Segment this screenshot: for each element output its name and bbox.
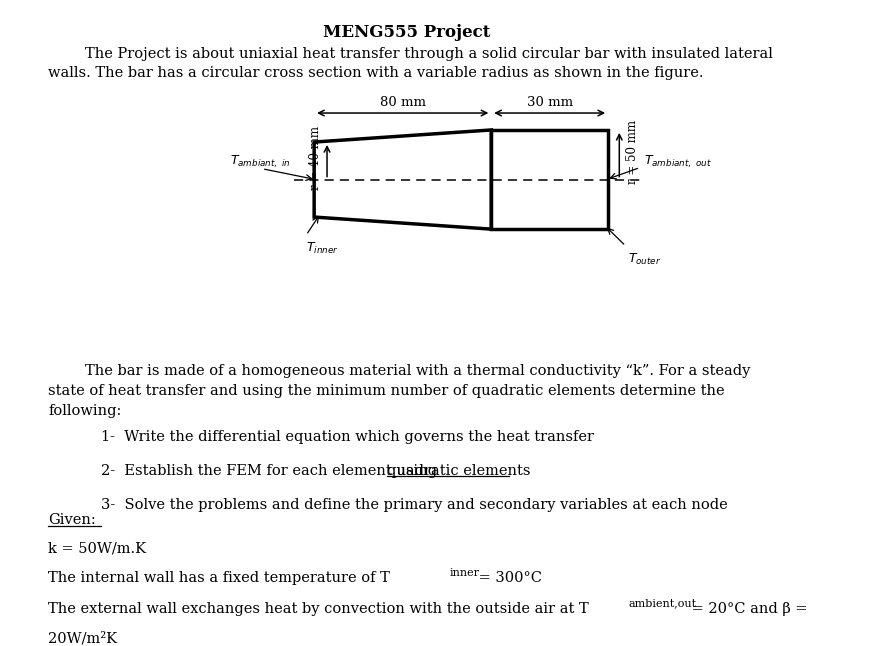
Text: $T_{ambiant,\ in}$: $T_{ambiant,\ in}$ <box>230 153 290 170</box>
Text: ambient,out: ambient,out <box>628 599 696 609</box>
Text: k = 50W/m.K: k = 50W/m.K <box>49 541 147 555</box>
Text: $T_{outer}$: $T_{outer}$ <box>628 252 662 267</box>
Text: $T_{ambiant,\ out}$: $T_{ambiant,\ out}$ <box>645 153 712 170</box>
Text: MENG555 Project: MENG555 Project <box>323 23 490 41</box>
Text: 80 mm: 80 mm <box>380 96 425 109</box>
Text: Given:: Given: <box>49 514 96 527</box>
Text: The bar is made of a homogeneous material with a thermal conductivity “k”. For a: The bar is made of a homogeneous materia… <box>49 364 751 418</box>
Polygon shape <box>491 130 608 229</box>
Text: The external wall exchanges heat by convection with the outside air at T: The external wall exchanges heat by conv… <box>49 601 590 616</box>
Text: = 20°C and β =: = 20°C and β = <box>687 601 807 616</box>
Text: 20W/m²K: 20W/m²K <box>49 632 117 646</box>
Text: $T_{inner}$: $T_{inner}$ <box>306 241 338 256</box>
Text: 3-  Solve the problems and define the primary and secondary variables at each no: 3- Solve the problems and define the pri… <box>100 497 727 512</box>
Text: The Project is about uniaxial heat transfer through a solid circular bar with in: The Project is about uniaxial heat trans… <box>49 47 773 80</box>
Text: r = 50 mm: r = 50 mm <box>626 120 638 183</box>
Text: The internal wall has a fixed temperature of T: The internal wall has a fixed temperatur… <box>49 572 391 585</box>
Text: 2-  Establish the FEM for each element using: 2- Establish the FEM for each element us… <box>100 464 441 478</box>
Polygon shape <box>314 130 491 229</box>
Text: 1-  Write the differential equation which governs the heat transfer: 1- Write the differential equation which… <box>100 430 594 444</box>
Text: 30 mm: 30 mm <box>527 96 573 109</box>
Text: r = 40 mm: r = 40 mm <box>309 126 322 190</box>
Text: inner: inner <box>449 568 480 578</box>
Text: quadratic elements: quadratic elements <box>386 464 530 478</box>
Text: = 300°C: = 300°C <box>473 572 542 585</box>
